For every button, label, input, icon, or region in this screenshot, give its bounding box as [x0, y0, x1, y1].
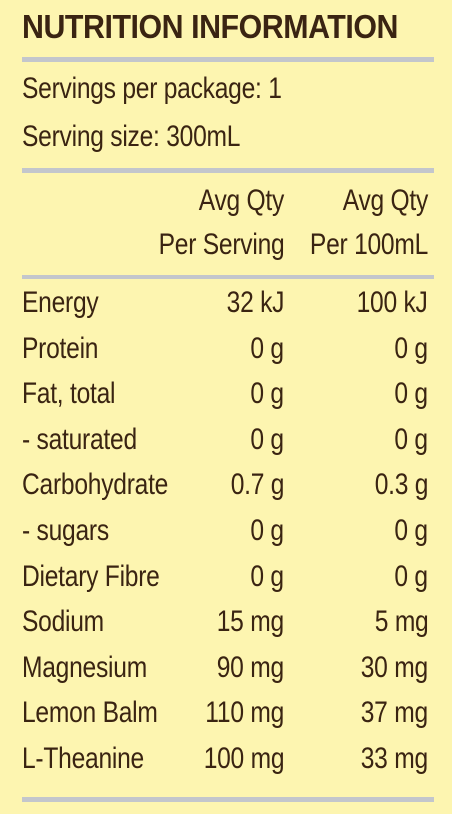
per-100ml-value: 37 mg — [360, 696, 428, 730]
per-serving-value: 0 g — [250, 377, 285, 411]
nutrient-row: Magnesium 90 mg 30 mg — [0, 651, 452, 697]
per-100ml-value: 33 mg — [360, 742, 428, 775]
nutrient-name: - sugars — [22, 514, 109, 547]
per-100ml-value: 0 g — [394, 514, 429, 547]
per-serving-value: 32 kJ — [226, 286, 284, 319]
nutrient-name: Protein — [22, 331, 99, 365]
column-header-per-serving-line1: Avg Qty — [198, 184, 285, 217]
nutrient-row: Sodium 15 mg 5 mg — [0, 605, 452, 651]
column-header-per-serving-line2: Per Serving — [158, 228, 284, 261]
nutrient-name: Lemon Balm — [22, 696, 158, 730]
serving-size: Serving size: 300mL — [22, 120, 241, 153]
nutrient-name: Magnesium — [22, 650, 147, 684]
nutrient-row: Energy 32 kJ 100 kJ — [0, 286, 452, 332]
per-100ml-value: 100 kJ — [356, 286, 428, 319]
per-serving-value: 100 mg — [203, 742, 284, 775]
nutrient-row: L-Theanine 100 mg 33 mg — [0, 742, 452, 788]
per-100ml-value: 5 mg — [374, 605, 428, 639]
divider-bottom — [22, 797, 434, 802]
per-serving-value: 0 g — [250, 559, 285, 593]
nutrient-row: - sugars 0 g 0 g — [0, 514, 452, 560]
nutrient-row: Lemon Balm 110 mg 37 mg — [0, 696, 452, 742]
column-header-per-100ml-line1: Avg Qty — [342, 184, 429, 217]
nutrient-row: Protein 0 g 0 g — [0, 332, 452, 378]
nutrient-row: Carbohydrate 0.7 g 0.3 g — [0, 468, 452, 514]
divider-header — [22, 275, 434, 279]
nutrient-name: - saturated — [22, 422, 137, 456]
per-serving-value: 0 g — [250, 514, 285, 547]
per-100ml-value: 0 g — [394, 422, 429, 456]
per-serving-value: 0 g — [250, 331, 285, 365]
nutrient-name: Fat, total — [22, 377, 116, 411]
nutrient-name: Dietary Fibre — [22, 559, 160, 593]
per-serving-value: 15 mg — [216, 605, 284, 639]
nutrient-name: L-Theanine — [22, 742, 145, 775]
divider-servings — [22, 168, 434, 173]
nutrient-row: Fat, total 0 g 0 g — [0, 377, 452, 423]
per-serving-value: 0 g — [250, 422, 285, 456]
per-serving-value: 90 mg — [216, 650, 284, 684]
per-100ml-value: 0 g — [394, 377, 429, 411]
servings-per-package: Servings per package: 1 — [22, 72, 282, 105]
nutrient-name: Sodium — [22, 605, 104, 639]
per-serving-value: 0.7 g — [230, 468, 285, 502]
nutrient-row: Dietary Fibre 0 g 0 g — [0, 560, 452, 606]
nutrient-row: - saturated 0 g 0 g — [0, 423, 452, 469]
per-100ml-value: 0 g — [394, 559, 429, 593]
nutrient-name: Carbohydrate — [22, 468, 169, 502]
nutrient-name: Energy — [22, 286, 99, 319]
per-100ml-value: 0.3 g — [374, 468, 429, 502]
divider-top — [22, 57, 434, 62]
per-100ml-value: 0 g — [394, 331, 429, 365]
per-serving-value: 110 mg — [205, 696, 284, 730]
column-header-per-100ml-line2: Per 100mL — [309, 228, 428, 261]
per-100ml-value: 30 mg — [360, 650, 428, 684]
panel-title: NUTRITION INFORMATION — [22, 8, 398, 45]
